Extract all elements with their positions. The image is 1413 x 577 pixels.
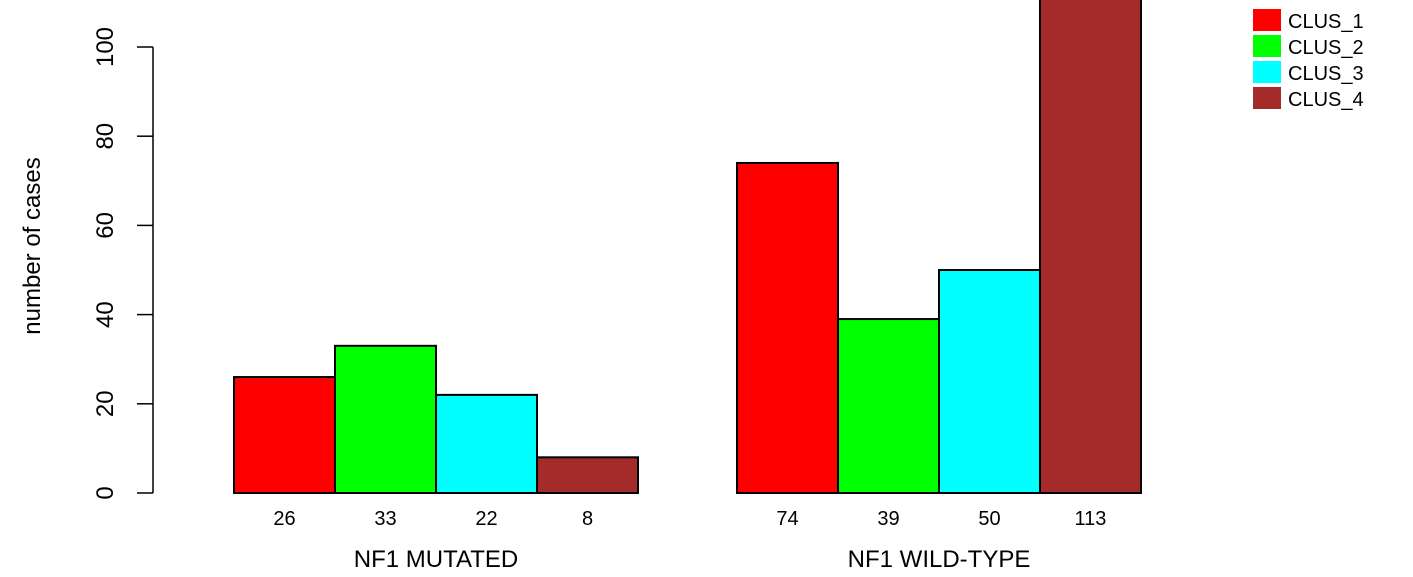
bar-value-label: 113 [1075, 508, 1107, 530]
y-tick-label: 60 [92, 212, 119, 239]
bar-clus-3 [938, 269, 1041, 494]
bar-clus-4 [1039, 0, 1142, 495]
bar-value-label: 22 [475, 508, 497, 530]
bar-clus-3 [435, 393, 538, 495]
legend-swatch [1253, 9, 1281, 31]
y-tick-label: 20 [92, 390, 119, 417]
y-axis: 0 20 40 60 80 100 [92, 27, 154, 500]
legend-swatch [1253, 87, 1281, 109]
group-label: NF1 WILD-TYPE [848, 546, 1031, 573]
bar-value-label: 50 [978, 508, 1000, 530]
y-axis-label: number of cases [19, 157, 46, 334]
legend: CLUS_1 CLUS_2 CLUS_3 CLUS_4 [1253, 9, 1364, 111]
legend-entry-label: CLUS_4 [1288, 89, 1364, 111]
bar-clus-4 [536, 456, 639, 495]
bar-clus-1 [736, 161, 839, 495]
legend-entry-label: CLUS_1 [1288, 11, 1364, 33]
group-labels: NF1 MUTATED NF1 WILD-TYPE [354, 546, 1031, 573]
y-tick-label: 80 [92, 123, 119, 150]
bar-value-label: 39 [877, 508, 899, 530]
y-tick-label: 100 [92, 27, 119, 67]
value-labels: 26 33 22 8 74 39 50 113 [273, 508, 1106, 530]
legend-swatch [1253, 35, 1281, 57]
bars [233, 0, 1142, 495]
legend-entry-label: CLUS_3 [1288, 63, 1364, 85]
y-tick-label: 0 [92, 486, 119, 499]
bar-value-label: 74 [776, 508, 798, 530]
bar-value-label: 26 [273, 508, 295, 530]
bar-value-label: 33 [374, 508, 396, 530]
legend-entry-label: CLUS_2 [1288, 37, 1364, 59]
bar-clus-2 [334, 344, 437, 494]
legend-swatch [1253, 61, 1281, 83]
y-tick-label: 40 [92, 301, 119, 328]
group-label: NF1 MUTATED [354, 546, 518, 573]
bar-clus-2 [837, 318, 940, 494]
bar-clus-1 [233, 376, 336, 495]
bar-value-label: 8 [582, 508, 593, 530]
